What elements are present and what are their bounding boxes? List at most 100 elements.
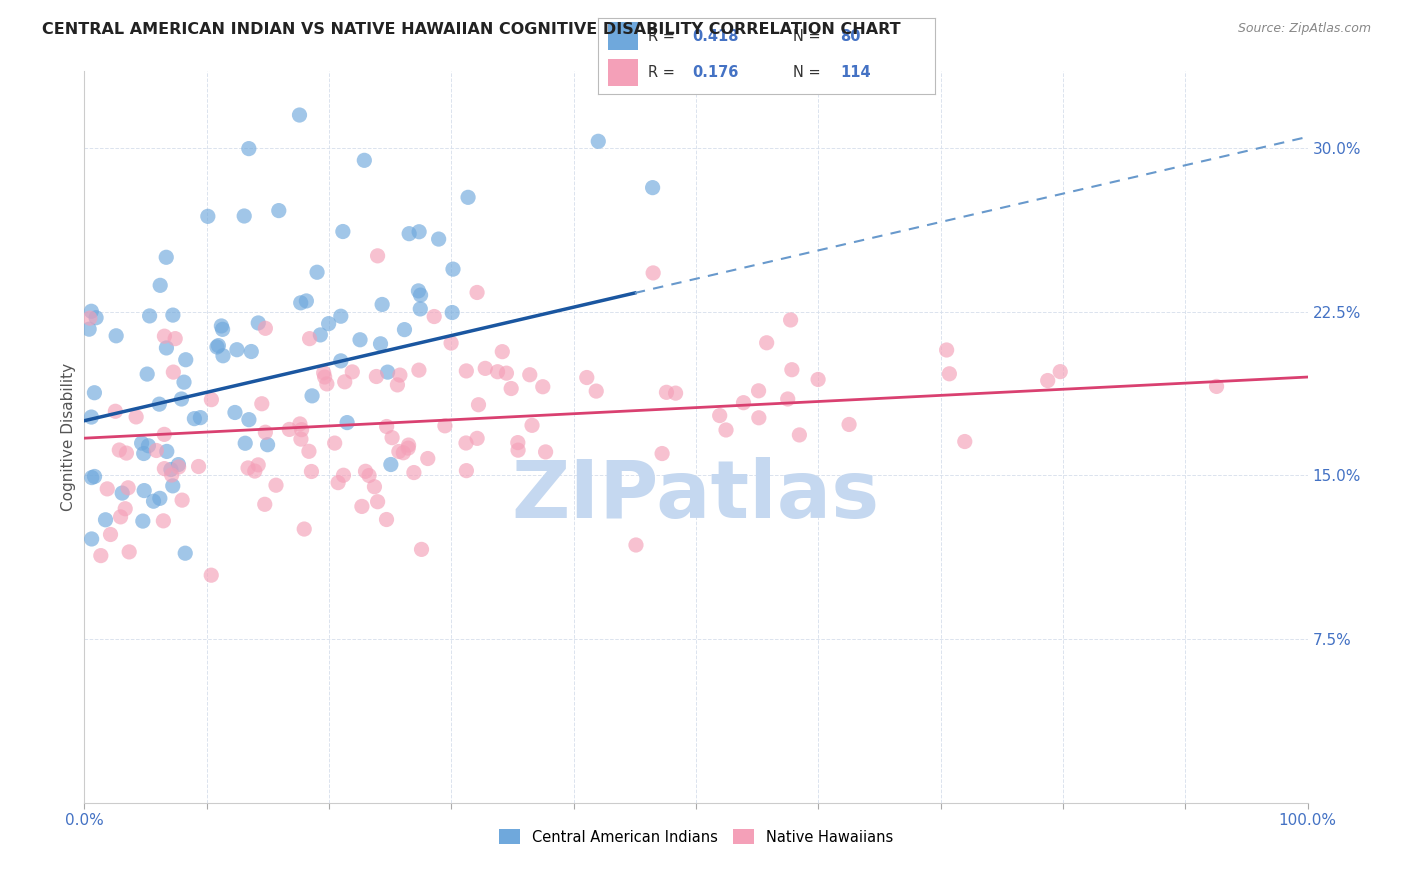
FancyBboxPatch shape (607, 22, 638, 50)
Point (200, 568, 222, 582)
Point (173, 375, 195, 389)
Point (454, 436, 477, 450)
Point (531, 380, 554, 394)
Point (162, 365, 184, 379)
Point (111, 486, 134, 500)
Point (467, 398, 489, 412)
Point (207, 338, 229, 352)
Point (152, 514, 174, 528)
Point (366, 369, 388, 384)
Point (211, 322, 233, 336)
Point (247, 458, 270, 472)
Point (290, 295, 312, 310)
Point (394, 323, 416, 337)
Point (160, 462, 183, 476)
Point (714, 423, 737, 437)
Point (236, 461, 259, 475)
Point (501, 382, 523, 396)
Point (307, 265, 329, 279)
Point (84, 310, 107, 325)
Point (643, 266, 665, 280)
Point (336, 416, 359, 430)
Point (167, 460, 190, 475)
Point (402, 466, 425, 480)
Text: 0.176: 0.176 (692, 65, 738, 80)
Point (326, 475, 349, 490)
Point (367, 494, 389, 508)
Point (138, 439, 160, 453)
Point (664, 386, 686, 401)
Point (329, 310, 352, 324)
Point (298, 444, 321, 458)
Point (80, 304, 103, 318)
Point (256, 438, 278, 452)
Point (370, 336, 392, 351)
Point (392, 446, 415, 460)
Point (748, 384, 770, 398)
Point (174, 546, 197, 560)
Point (292, 522, 315, 536)
Legend: Central American Indians, Native Hawaiians: Central American Indians, Native Hawaiia… (492, 823, 900, 850)
Text: ZIPatlas: ZIPatlas (512, 457, 880, 534)
Point (441, 262, 464, 277)
Point (136, 367, 159, 381)
Point (301, 389, 323, 403)
Point (226, 343, 249, 357)
Point (108, 443, 131, 458)
Point (465, 285, 488, 300)
Point (80, 410, 103, 425)
Point (80, 470, 103, 484)
Point (148, 397, 170, 411)
Point (117, 481, 139, 495)
Point (233, 436, 256, 450)
Text: 80: 80 (841, 29, 860, 44)
Point (651, 446, 673, 460)
Point (838, 417, 860, 432)
Point (153, 427, 176, 442)
Point (655, 385, 678, 400)
Point (733, 395, 755, 409)
Point (118, 545, 141, 559)
Point (408, 225, 430, 239)
Point (318, 317, 340, 331)
Point (332, 225, 354, 239)
Point (170, 392, 193, 406)
Point (312, 366, 335, 380)
Point (377, 365, 399, 379)
Point (807, 372, 830, 386)
Point (83, 469, 105, 483)
Point (380, 458, 402, 472)
Point (332, 468, 354, 483)
Point (748, 410, 770, 425)
Text: R =: R = (648, 29, 679, 44)
Point (94, 513, 117, 527)
Point (96, 482, 118, 496)
Point (149, 278, 172, 293)
Point (238, 142, 260, 156)
Point (375, 512, 398, 526)
Point (132, 514, 155, 528)
Point (585, 384, 607, 398)
Point (190, 410, 212, 425)
Point (309, 327, 332, 342)
Point (209, 318, 232, 333)
Point (423, 310, 446, 324)
Point (342, 365, 364, 379)
Point (153, 329, 176, 343)
Point (155, 341, 177, 355)
Point (149, 491, 172, 506)
Point (456, 464, 478, 478)
Point (80, 532, 103, 546)
Text: N =: N = (793, 29, 825, 44)
Point (433, 418, 456, 433)
Point (247, 316, 270, 330)
Point (233, 209, 256, 223)
Point (388, 444, 411, 458)
Point (77, 322, 100, 336)
Point (83, 385, 105, 400)
Point (79, 311, 101, 326)
Point (398, 227, 420, 241)
Point (381, 431, 404, 445)
Point (114, 501, 136, 516)
Point (411, 542, 433, 557)
